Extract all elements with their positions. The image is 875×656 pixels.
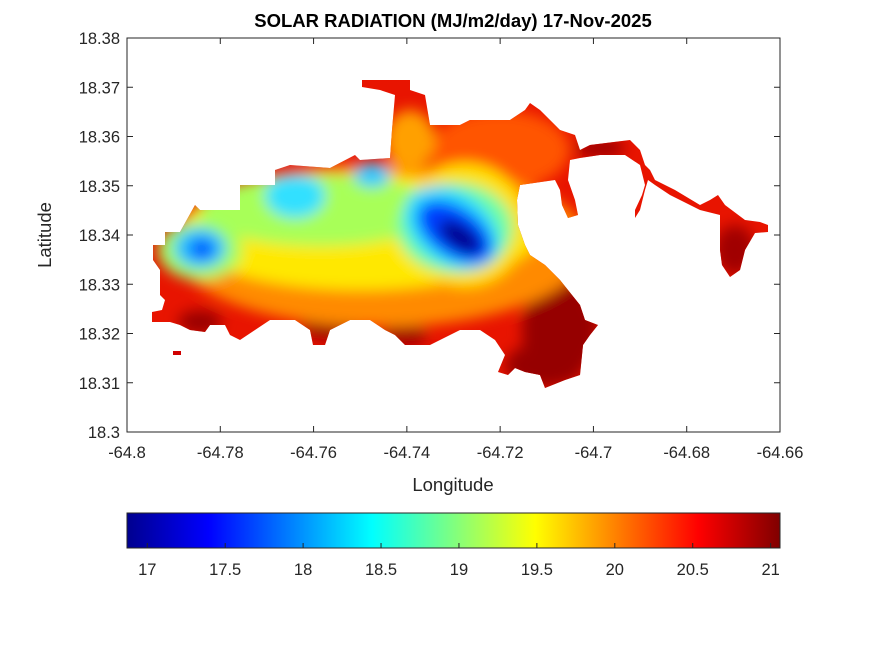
colorbar-tick-label: 19 bbox=[450, 561, 468, 579]
contour-level-19 bbox=[200, 174, 440, 246]
chart-title: SOLAR RADIATION (MJ/m2/day) 17-Nov-2025 bbox=[254, 10, 652, 31]
y-tick-label: 18.33 bbox=[79, 276, 120, 294]
y-tick-label: 18.36 bbox=[79, 129, 120, 147]
colorbar-tick-label: 20 bbox=[606, 561, 624, 579]
y-tick-label: 18.37 bbox=[79, 79, 120, 97]
contour-level-18.5 bbox=[265, 174, 325, 218]
y-tick-label: 18.34 bbox=[79, 227, 120, 245]
colorbar-tick-label: 19.5 bbox=[521, 561, 553, 579]
x-tick-label: -64.66 bbox=[757, 444, 804, 462]
contour-level-18.5 bbox=[354, 163, 390, 187]
islet bbox=[173, 351, 181, 355]
y-tick-label: 18.3 bbox=[88, 424, 120, 442]
y-tick-label: 18.32 bbox=[79, 326, 120, 344]
x-tick-label: -64.78 bbox=[197, 444, 244, 462]
x-tick-label: -64.8 bbox=[108, 444, 146, 462]
y-axis: 18.3 18.31 18.32 18.33 18.34 18.35 18.36 18.37 1… bbox=[79, 30, 780, 442]
y-tick-label: 18.38 bbox=[79, 30, 120, 48]
y-axis-label: Latitude bbox=[34, 202, 55, 268]
x-tick-label: -64.72 bbox=[477, 444, 524, 462]
colorbar-gradient bbox=[126, 512, 781, 549]
contour-level-19.8 bbox=[385, 110, 435, 170]
colorbar-tick-label: 18 bbox=[294, 561, 312, 579]
colorbar-tick-label: 21 bbox=[761, 561, 779, 579]
y-tick-label: 18.31 bbox=[79, 375, 120, 393]
x-axis-label: Longitude bbox=[412, 474, 493, 495]
colorbar: 17 17.5 18 18.5 19 19.5 20 20.5 21 bbox=[126, 512, 781, 579]
x-tick-label: -64.7 bbox=[575, 444, 613, 462]
x-axis: -64.8 -64.78 -64.76 -64.74 -64.72 -64.7 -64.68… bbox=[108, 38, 803, 462]
x-tick-label: -64.74 bbox=[383, 444, 430, 462]
y-tick-label: 18.35 bbox=[79, 178, 120, 196]
contour-level-17 bbox=[439, 220, 481, 254]
contour-level-17.7 bbox=[190, 239, 214, 259]
x-tick-label: -64.76 bbox=[290, 444, 337, 462]
x-tick-label: -64.68 bbox=[663, 444, 710, 462]
colorbar-tick-label: 18.5 bbox=[365, 561, 397, 579]
colorbar-tick-label: 17.5 bbox=[209, 561, 241, 579]
colorbar-tick-label: 20.5 bbox=[677, 561, 709, 579]
colorbar-tick-label: 17 bbox=[138, 561, 156, 579]
